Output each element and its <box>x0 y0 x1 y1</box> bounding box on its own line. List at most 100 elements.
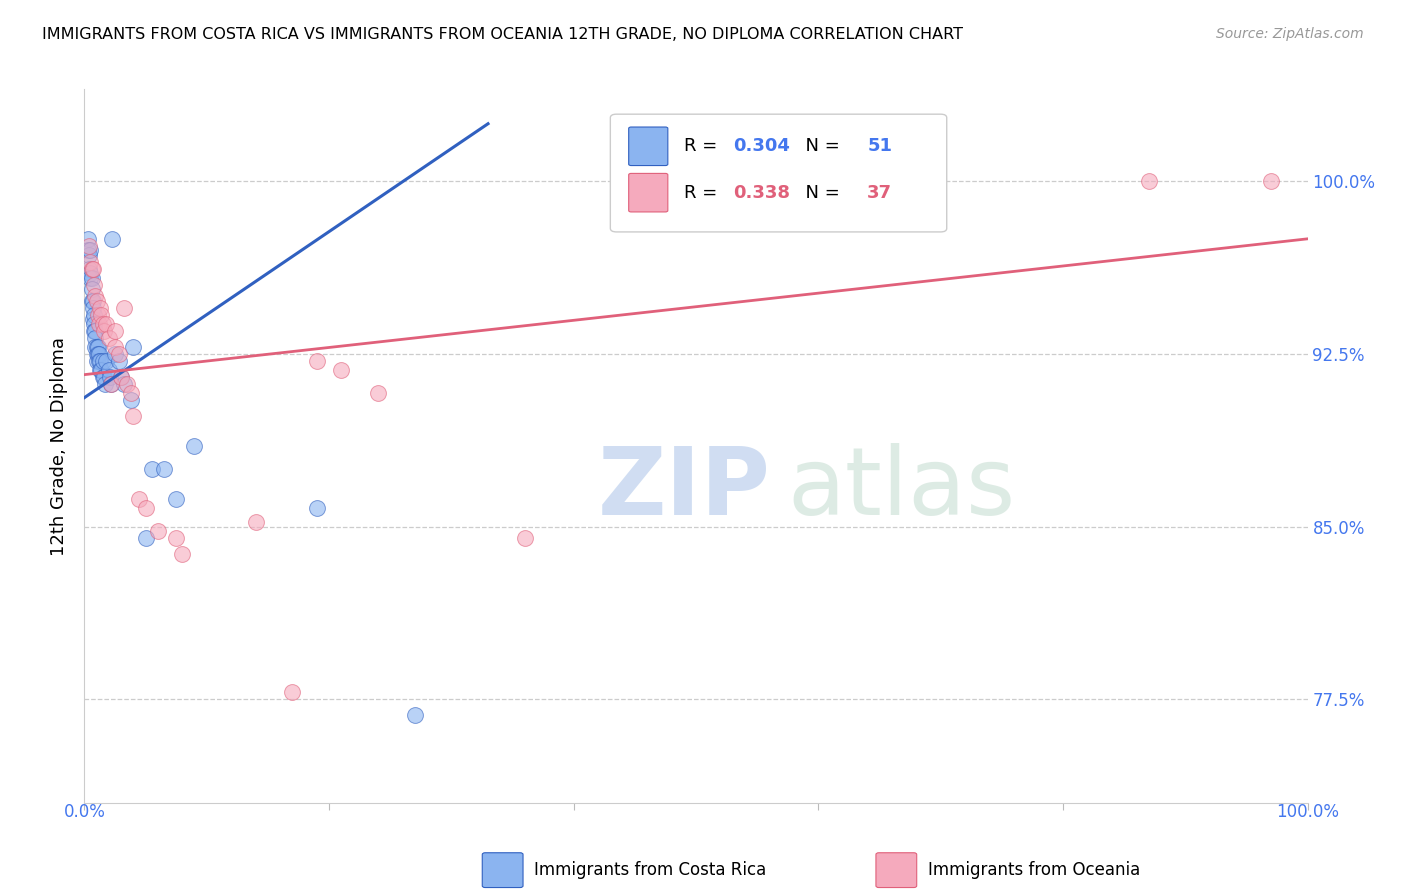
Point <box>86 293 108 308</box>
Point <box>112 376 135 391</box>
Text: 0.338: 0.338 <box>733 184 790 202</box>
Point <box>513 531 536 545</box>
Point <box>84 340 107 354</box>
Point <box>1260 174 1282 188</box>
FancyBboxPatch shape <box>610 114 946 232</box>
Point <box>87 317 110 331</box>
Point <box>122 409 145 423</box>
Point <box>101 232 124 246</box>
Point <box>91 317 114 331</box>
Point <box>153 462 176 476</box>
Point <box>165 491 187 506</box>
Point <box>98 370 121 384</box>
Point <box>84 289 107 303</box>
Point <box>104 347 127 361</box>
Point <box>80 261 103 276</box>
Point <box>128 491 150 506</box>
Point <box>82 293 104 308</box>
Point <box>77 244 100 258</box>
Point <box>96 354 118 368</box>
Point <box>94 376 117 391</box>
Point <box>1137 174 1160 188</box>
Text: 0.0%: 0.0% <box>63 803 105 821</box>
Point <box>83 324 105 338</box>
Point <box>104 324 127 338</box>
Point <box>93 324 115 338</box>
Point <box>91 370 114 384</box>
Text: N =: N = <box>794 184 845 202</box>
Point <box>86 354 108 368</box>
Text: 51: 51 <box>868 137 893 155</box>
Point <box>91 354 114 368</box>
Point <box>100 376 122 391</box>
FancyBboxPatch shape <box>628 173 668 212</box>
Point <box>96 317 118 331</box>
Point <box>305 501 328 516</box>
Text: atlas: atlas <box>787 442 1017 535</box>
Point <box>87 347 110 361</box>
Point <box>110 370 132 384</box>
Point <box>90 363 112 377</box>
Point <box>79 255 101 269</box>
Point <box>86 340 108 354</box>
Text: Source: ZipAtlas.com: Source: ZipAtlas.com <box>1216 27 1364 41</box>
Point <box>172 547 194 561</box>
Point <box>330 363 353 377</box>
Point <box>84 331 107 345</box>
Text: IMMIGRANTS FROM COSTA RICA VS IMMIGRANTS FROM OCEANIA 12TH GRADE, NO DIPLOMA COR: IMMIGRANTS FROM COSTA RICA VS IMMIGRANTS… <box>42 27 963 42</box>
Point <box>87 354 110 368</box>
Point <box>135 531 157 545</box>
Point <box>110 370 132 384</box>
Text: Immigrants from Oceania: Immigrants from Oceania <box>928 861 1140 879</box>
Y-axis label: 12th Grade, No Diploma: 12th Grade, No Diploma <box>51 336 69 556</box>
Point <box>89 363 111 377</box>
Point <box>115 376 138 391</box>
FancyBboxPatch shape <box>628 127 668 166</box>
Point <box>120 392 142 407</box>
Point <box>80 283 103 297</box>
Point <box>79 271 101 285</box>
Text: 0.304: 0.304 <box>733 137 790 155</box>
Point <box>305 354 328 368</box>
Point <box>107 347 129 361</box>
Point <box>135 501 157 516</box>
Point <box>93 370 115 384</box>
Point <box>107 354 129 368</box>
Point <box>97 363 120 377</box>
Point <box>84 324 107 338</box>
Text: N =: N = <box>794 137 845 155</box>
Text: R =: R = <box>683 137 723 155</box>
Point <box>87 308 110 322</box>
Point <box>89 354 111 368</box>
Point <box>245 515 267 529</box>
Text: Immigrants from Costa Rica: Immigrants from Costa Rica <box>534 861 766 879</box>
Text: R =: R = <box>683 184 723 202</box>
Point <box>100 376 122 391</box>
Point <box>404 708 426 723</box>
Point <box>97 331 120 345</box>
Point <box>82 301 104 315</box>
Point <box>80 293 103 308</box>
Point <box>79 244 101 258</box>
Point <box>104 340 127 354</box>
Point <box>80 271 103 285</box>
Point <box>77 248 100 262</box>
Point <box>83 317 105 331</box>
Text: 100.0%: 100.0% <box>1277 803 1339 821</box>
Point <box>86 347 108 361</box>
Text: ZIP: ZIP <box>598 442 770 535</box>
Point <box>367 386 389 401</box>
Point <box>83 308 105 322</box>
Point <box>77 232 100 246</box>
Point <box>83 277 105 292</box>
Point <box>122 340 145 354</box>
Point <box>82 261 104 276</box>
Point <box>89 301 111 315</box>
Point <box>120 386 142 401</box>
Point <box>146 524 169 538</box>
Point <box>90 308 112 322</box>
Point <box>183 439 205 453</box>
Point <box>79 266 101 280</box>
Point <box>141 462 163 476</box>
Point <box>165 531 187 545</box>
